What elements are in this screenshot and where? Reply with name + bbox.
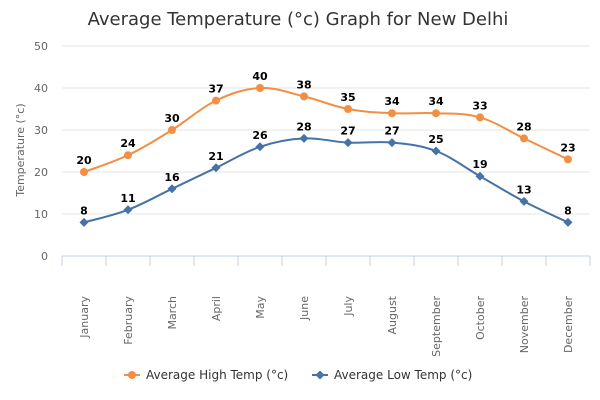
data-label-high-9: 33: [472, 99, 487, 112]
y-tick-label-1: 10: [34, 208, 48, 221]
data-label-low-3: 21: [208, 150, 223, 163]
x-tick-label-march: March: [166, 296, 179, 330]
x-tick-label-january: January: [78, 296, 91, 339]
point-low-2[interactable]: [167, 184, 177, 194]
legend-item-high[interactable]: Average High Temp (°c): [124, 368, 288, 382]
data-label-high-8: 34: [428, 95, 444, 108]
data-label-low-0: 8: [80, 204, 88, 217]
point-high-11[interactable]: [564, 155, 572, 164]
point-low-5[interactable]: [299, 133, 309, 143]
data-label-low-4: 26: [252, 129, 268, 142]
point-high-10[interactable]: [520, 134, 528, 143]
data-label-low-6: 27: [340, 125, 355, 138]
x-tick-label-may: May: [254, 296, 267, 319]
series-line-high: [83, 86, 569, 173]
legend-marker-high: [128, 371, 136, 379]
point-high-8[interactable]: [432, 109, 440, 118]
y-axis: 0 10 20 30 40 50: [34, 40, 48, 263]
point-low-10[interactable]: [519, 196, 529, 206]
point-high-4[interactable]: [256, 84, 264, 92]
x-tick-label-june: June: [298, 296, 311, 321]
point-high-7[interactable]: [388, 109, 396, 118]
data-label-low-7: 27: [384, 125, 399, 138]
data-label-low-5: 28: [296, 120, 311, 133]
point-high-0[interactable]: [80, 168, 88, 176]
series-high: [80, 84, 572, 176]
y-tick-label-4: 40: [34, 82, 48, 95]
x-tick-label-july: July: [342, 296, 355, 317]
y-tick-label-3: 30: [34, 124, 48, 137]
data-labels: 20 24 30 37 40 38 35 34 34 33 28 23 8 11 16 21 26 28 27 27 2…: [76, 70, 575, 217]
data-label-high-3: 37: [208, 83, 223, 96]
data-label-low-9: 19: [472, 158, 487, 171]
x-tick-label-august: August: [386, 295, 399, 334]
y-tick-label-5: 50: [34, 40, 48, 53]
legend-marker-low: [315, 370, 325, 380]
series-layer: [79, 84, 573, 227]
y-axis-title: Temperature (°c): [14, 103, 27, 197]
x-axis: January February March April May June July Augu…: [61, 255, 591, 357]
data-label-low-2: 16: [164, 171, 180, 184]
point-high-9[interactable]: [476, 113, 484, 122]
legend-label-low: Average Low Temp (°c): [334, 368, 472, 382]
point-low-3[interactable]: [211, 163, 221, 173]
x-tick-label-february: February: [122, 296, 135, 345]
point-high-6[interactable]: [344, 105, 352, 113]
point-high-2[interactable]: [168, 126, 176, 134]
data-label-high-2: 30: [164, 112, 180, 125]
series-line-low: [83, 137, 569, 224]
point-low-4[interactable]: [255, 142, 265, 152]
data-label-low-8: 25: [428, 133, 443, 146]
y-tick-label-0: 0: [41, 250, 48, 263]
chart-title: Average Temperature (°c) Graph for New D…: [88, 9, 509, 30]
data-label-low-11: 8: [564, 204, 572, 217]
x-tick-label-october: October: [474, 296, 487, 340]
data-label-low-1: 11: [120, 192, 135, 205]
data-label-low-10: 13: [516, 183, 531, 196]
data-label-high-10: 28: [516, 120, 531, 133]
data-label-high-1: 24: [120, 137, 136, 150]
point-low-1[interactable]: [123, 205, 133, 215]
data-label-high-11: 23: [560, 141, 575, 154]
point-low-7[interactable]: [387, 138, 397, 148]
x-tick-label-december: December: [562, 296, 575, 354]
x-tick-label-september: September: [430, 296, 443, 357]
grid-lines: [62, 45, 590, 215]
data-label-high-7: 34: [384, 95, 400, 108]
point-low-11[interactable]: [563, 217, 573, 227]
legend-label-high: Average High Temp (°c): [146, 368, 288, 382]
point-low-6[interactable]: [343, 138, 353, 148]
point-low-8[interactable]: [431, 146, 441, 156]
y-tick-label-2: 20: [34, 166, 48, 179]
point-high-1[interactable]: [124, 151, 132, 160]
data-label-high-5: 38: [296, 78, 311, 91]
legend-item-low[interactable]: Average Low Temp (°c): [312, 368, 472, 382]
legend[interactable]: Average High Temp (°c) Average Low Temp (…: [124, 368, 472, 382]
data-label-high-4: 40: [252, 70, 268, 83]
data-label-high-0: 20: [76, 154, 92, 167]
data-label-high-6: 35: [340, 91, 355, 104]
x-tick-label-november: November: [518, 296, 531, 354]
point-high-3[interactable]: [212, 96, 220, 105]
point-low-0[interactable]: [79, 217, 89, 227]
series-low: [79, 133, 573, 227]
point-low-9[interactable]: [475, 171, 485, 181]
point-high-5[interactable]: [300, 92, 308, 101]
x-tick-label-april: April: [210, 296, 223, 321]
